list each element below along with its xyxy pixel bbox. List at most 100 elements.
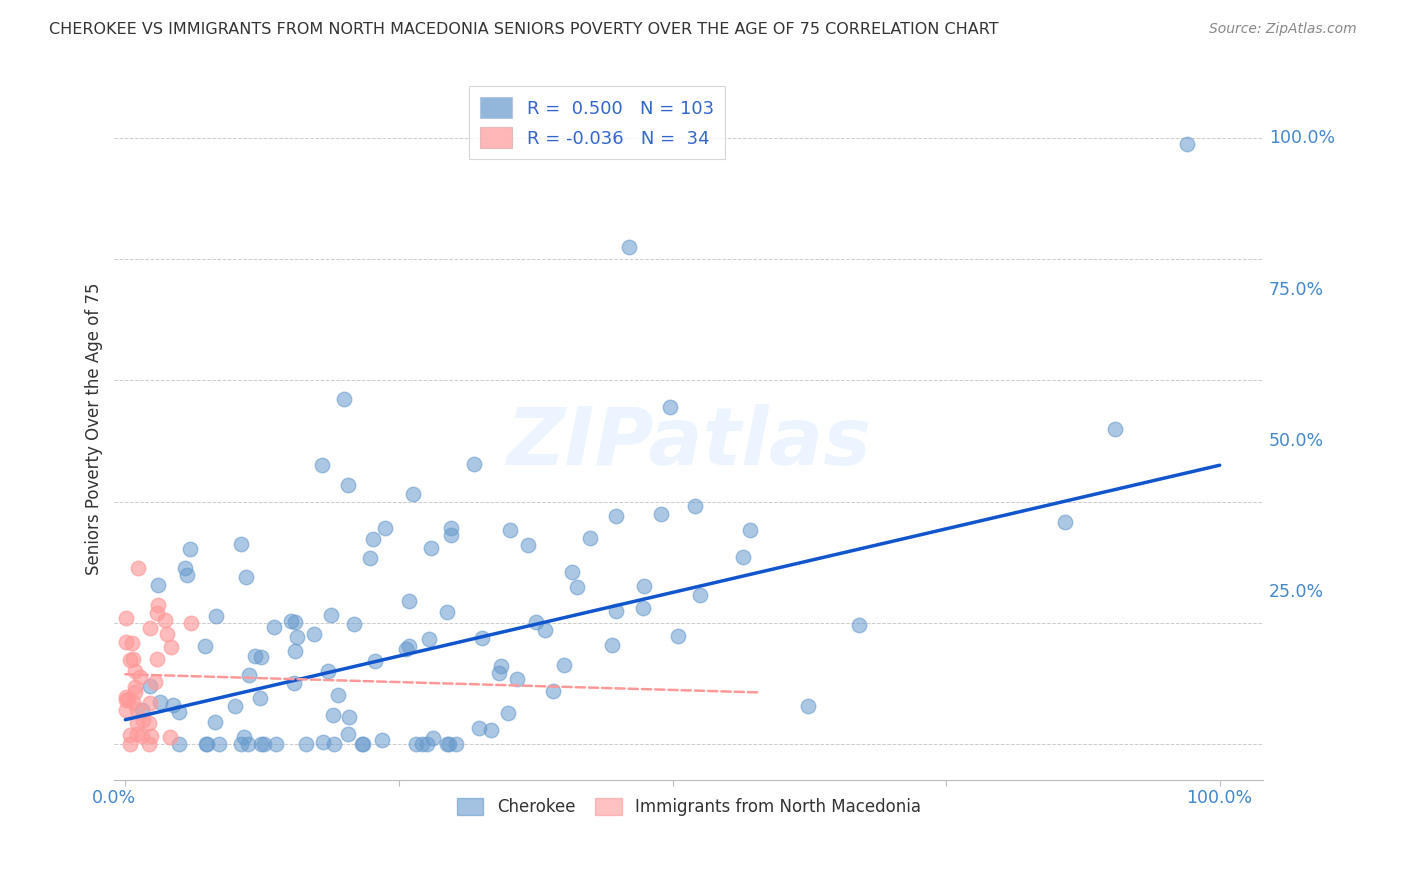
- Point: [602, 638, 624, 652]
- Point: [263, 620, 285, 634]
- Text: Source: ZipAtlas.com: Source: ZipAtlas.com: [1209, 22, 1357, 37]
- Point: [238, 737, 260, 751]
- Point: [118, 728, 141, 742]
- Point: [127, 727, 149, 741]
- Point: [312, 735, 335, 749]
- Point: [446, 737, 468, 751]
- Point: [124, 684, 146, 698]
- Text: 100.0%: 100.0%: [1187, 789, 1253, 807]
- Point: [463, 457, 485, 471]
- Point: [145, 675, 167, 690]
- Point: [149, 695, 172, 709]
- Point: [848, 618, 870, 632]
- Point: [420, 541, 443, 556]
- Point: [132, 713, 155, 727]
- Point: [336, 726, 359, 740]
- Point: [253, 737, 276, 751]
- Point: [139, 697, 162, 711]
- Point: [148, 577, 170, 591]
- Point: [561, 565, 583, 579]
- Point: [153, 613, 176, 627]
- Point: [114, 611, 136, 625]
- Point: [146, 607, 169, 621]
- Point: [496, 706, 519, 720]
- Point: [633, 579, 655, 593]
- Point: [250, 650, 273, 665]
- Point: [633, 601, 655, 615]
- Point: [796, 699, 818, 714]
- Point: [1175, 137, 1198, 152]
- Point: [295, 737, 318, 751]
- Point: [398, 639, 420, 653]
- Point: [167, 737, 190, 751]
- Point: [138, 737, 160, 751]
- Point: [233, 730, 256, 744]
- Point: [284, 644, 307, 658]
- Point: [578, 531, 600, 545]
- Point: [124, 680, 146, 694]
- Point: [658, 401, 681, 415]
- Point: [249, 691, 271, 706]
- Point: [440, 521, 463, 535]
- Point: [146, 652, 169, 666]
- Point: [436, 737, 458, 751]
- Point: [167, 705, 190, 719]
- Point: [156, 627, 179, 641]
- Point: [131, 702, 153, 716]
- Point: [370, 732, 392, 747]
- Point: [402, 486, 425, 500]
- Point: [405, 737, 427, 751]
- Point: [121, 651, 143, 665]
- Point: [139, 621, 162, 635]
- Point: [179, 542, 201, 557]
- Point: [666, 629, 689, 643]
- Text: 100.0%: 100.0%: [1270, 129, 1336, 147]
- Text: 50.0%: 50.0%: [1270, 432, 1324, 450]
- Point: [683, 499, 706, 513]
- Point: [440, 528, 463, 542]
- Text: 0.0%: 0.0%: [93, 789, 136, 807]
- Point: [311, 458, 333, 473]
- Point: [489, 659, 512, 673]
- Text: CHEROKEE VS IMMIGRANTS FROM NORTH MACEDONIA SENIORS POVERTY OVER THE AGE OF 75 C: CHEROKEE VS IMMIGRANTS FROM NORTH MACEDO…: [49, 22, 998, 37]
- Point: [117, 692, 139, 706]
- Point: [336, 478, 359, 492]
- Point: [159, 640, 181, 655]
- Point: [148, 598, 170, 612]
- Legend: Cherokee, Immigrants from North Macedonia: Cherokee, Immigrants from North Macedoni…: [449, 789, 929, 825]
- Point: [118, 652, 141, 666]
- Point: [204, 609, 226, 624]
- Point: [333, 392, 356, 406]
- Point: [131, 729, 153, 743]
- Point: [280, 614, 302, 628]
- Point: [243, 648, 266, 663]
- Point: [499, 523, 522, 537]
- Point: [471, 632, 494, 646]
- Point: [506, 673, 529, 687]
- Point: [235, 570, 257, 584]
- Text: 75.0%: 75.0%: [1270, 280, 1324, 299]
- Point: [731, 550, 754, 565]
- Point: [553, 657, 575, 672]
- Point: [398, 594, 420, 608]
- Point: [162, 698, 184, 712]
- Point: [266, 737, 288, 751]
- Point: [129, 670, 152, 684]
- Point: [361, 532, 384, 546]
- Point: [524, 615, 547, 629]
- Point: [422, 731, 444, 745]
- Point: [195, 737, 218, 751]
- Text: ZIPatlas: ZIPatlas: [506, 404, 872, 482]
- Point: [139, 679, 162, 693]
- Point: [359, 550, 381, 565]
- Point: [127, 561, 149, 575]
- Point: [250, 737, 273, 751]
- Point: [174, 560, 197, 574]
- Point: [285, 630, 308, 644]
- Point: [364, 654, 387, 668]
- Point: [208, 737, 231, 751]
- Point: [141, 729, 163, 743]
- Point: [114, 693, 136, 707]
- Point: [650, 508, 672, 522]
- Point: [416, 737, 439, 751]
